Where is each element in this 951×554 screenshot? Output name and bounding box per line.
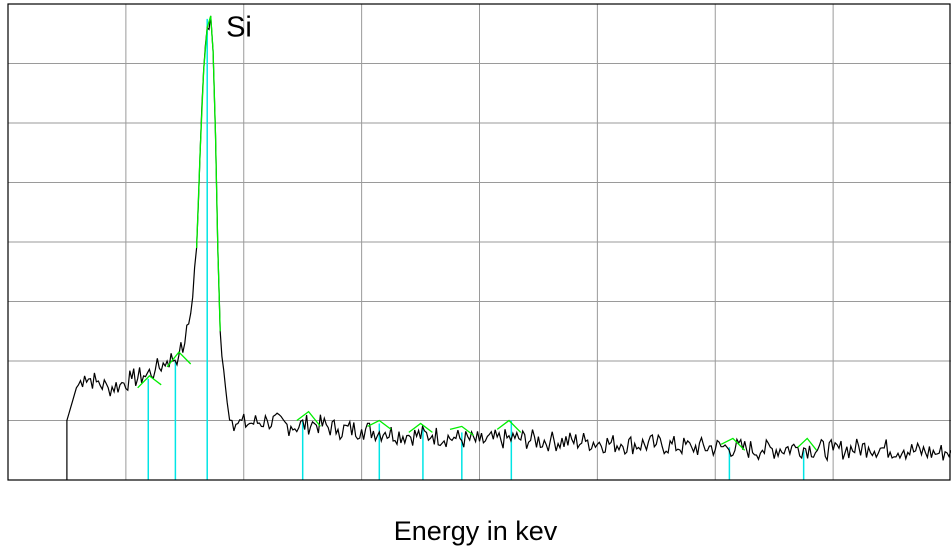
peak-fit-line [296,410,321,427]
peak-markers [147,18,805,480]
peak-fit-line [137,375,162,389]
peak-fit-line [449,425,474,436]
spectrum-line [66,15,951,480]
element-label-si: Si [226,12,252,44]
peak-fit-line [720,437,746,451]
peak-fit-line [408,422,433,433]
peak-fit-line [797,437,818,451]
peak-fit-line [367,419,392,430]
grid [8,4,951,480]
peak-fit-line [496,419,522,433]
spectrum-series [66,15,951,480]
peak-fit-line [195,15,221,332]
peak-fit-line [166,351,192,368]
peak-fits [137,15,818,451]
x-axis-label: Energy in kev [393,516,558,546]
plot-frame [7,3,951,481]
